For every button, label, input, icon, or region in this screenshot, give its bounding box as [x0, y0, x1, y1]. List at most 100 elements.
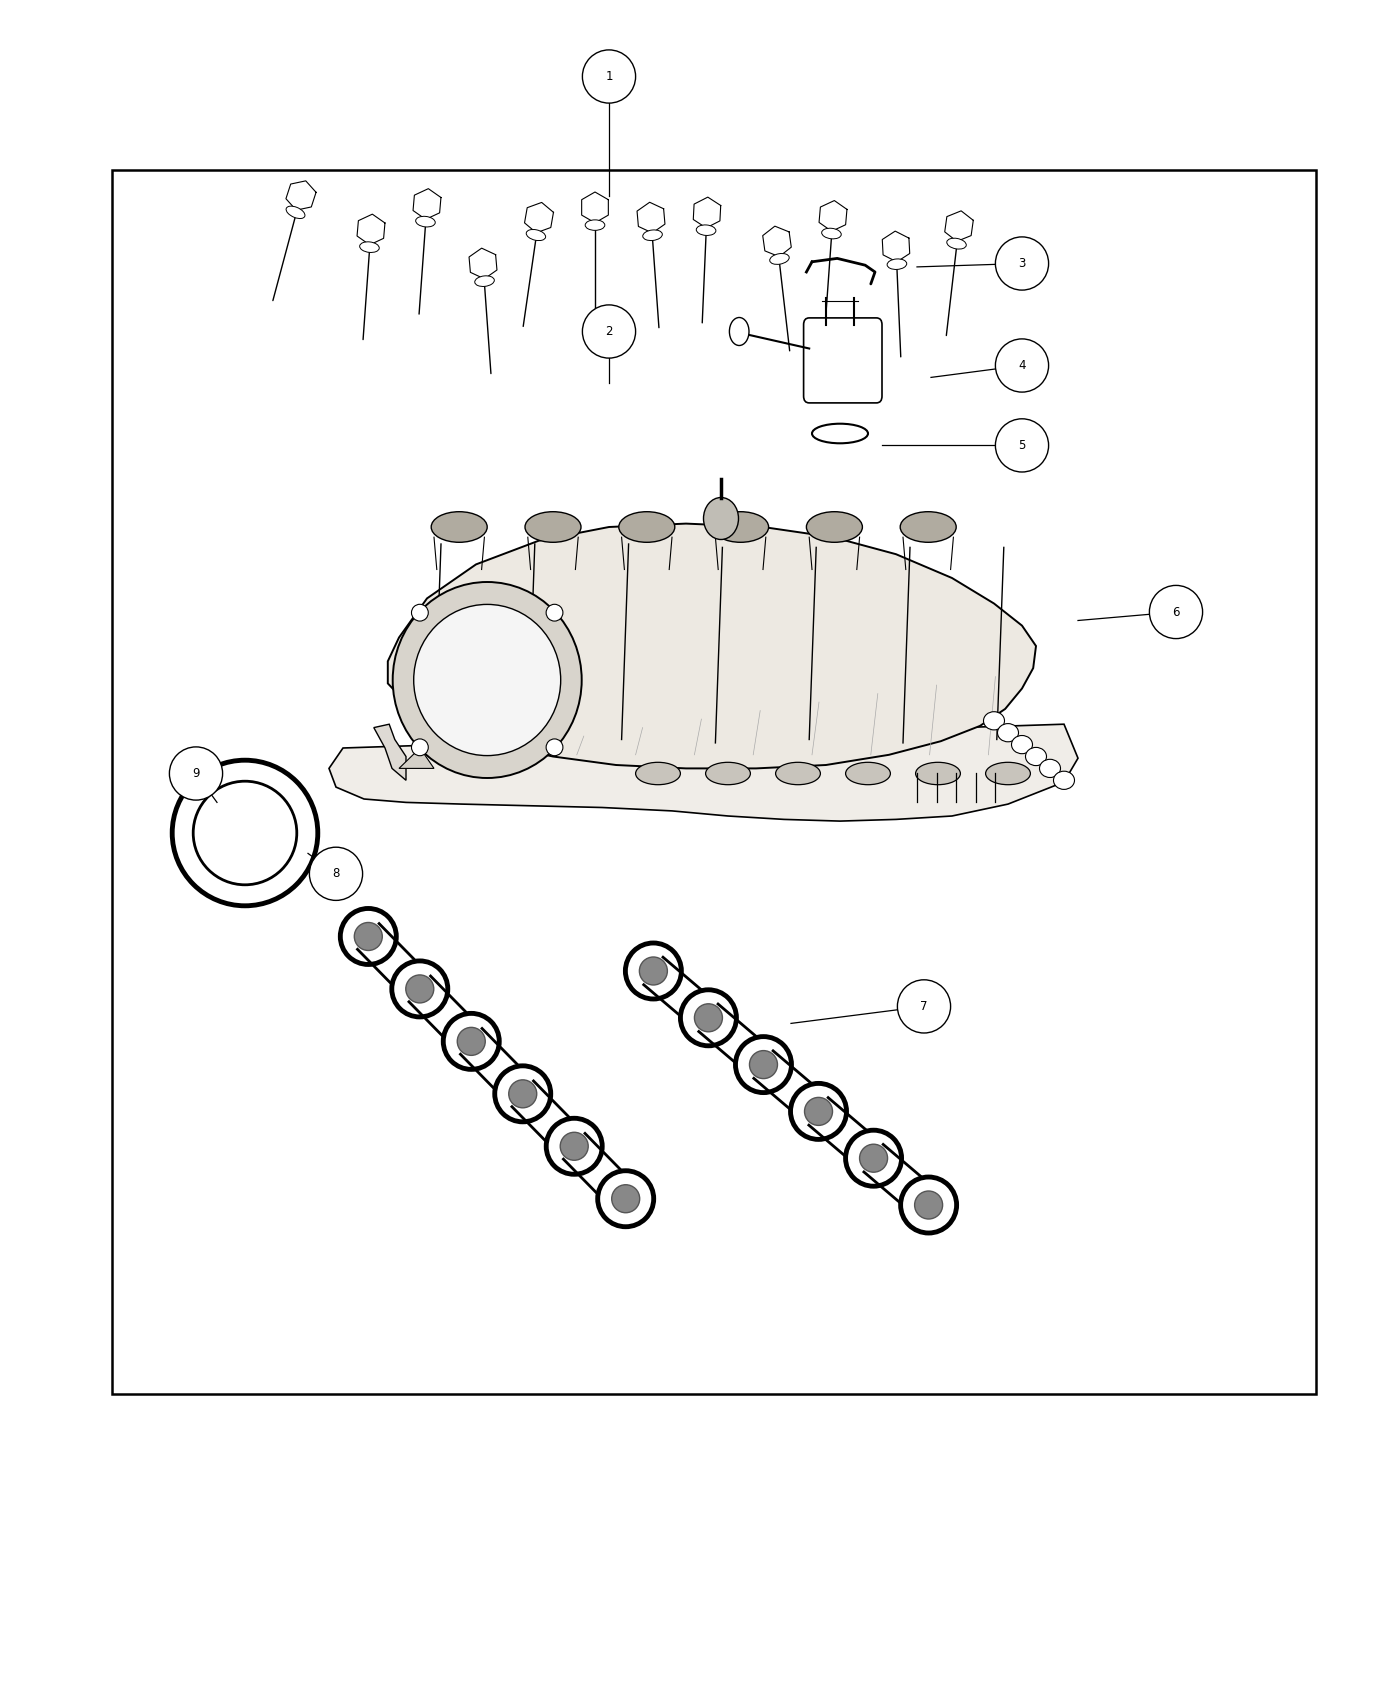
Text: 2: 2	[605, 325, 613, 338]
Polygon shape	[753, 1051, 829, 1125]
Ellipse shape	[546, 1119, 602, 1175]
Ellipse shape	[560, 1132, 588, 1161]
Ellipse shape	[1011, 736, 1033, 753]
Polygon shape	[563, 1134, 637, 1212]
Ellipse shape	[770, 253, 790, 265]
Ellipse shape	[812, 423, 868, 444]
Ellipse shape	[582, 49, 636, 104]
Ellipse shape	[995, 338, 1049, 393]
Ellipse shape	[169, 746, 223, 801]
Text: 6: 6	[1172, 605, 1180, 619]
Ellipse shape	[416, 216, 435, 228]
Ellipse shape	[619, 512, 675, 542]
Polygon shape	[469, 248, 497, 279]
Text: 8: 8	[332, 867, 340, 881]
Polygon shape	[945, 211, 973, 241]
Polygon shape	[763, 226, 791, 257]
Polygon shape	[461, 1028, 533, 1107]
Ellipse shape	[431, 512, 487, 542]
Ellipse shape	[791, 1083, 847, 1139]
Polygon shape	[409, 976, 482, 1054]
Ellipse shape	[585, 219, 605, 230]
Polygon shape	[399, 748, 434, 768]
Text: 9: 9	[192, 767, 200, 780]
Ellipse shape	[995, 236, 1049, 291]
Ellipse shape	[458, 1027, 486, 1056]
Ellipse shape	[636, 762, 680, 785]
Ellipse shape	[1025, 748, 1047, 765]
Ellipse shape	[598, 1171, 654, 1227]
Ellipse shape	[680, 989, 736, 1046]
Ellipse shape	[900, 1176, 956, 1232]
Ellipse shape	[997, 724, 1019, 741]
Ellipse shape	[735, 1037, 791, 1093]
Ellipse shape	[776, 762, 820, 785]
Ellipse shape	[846, 1130, 902, 1187]
Ellipse shape	[392, 960, 448, 1017]
Bar	[112, 170, 1316, 1394]
Text: 7: 7	[920, 1000, 928, 1013]
Ellipse shape	[916, 762, 960, 785]
Ellipse shape	[1149, 585, 1203, 639]
Polygon shape	[413, 189, 441, 219]
Polygon shape	[882, 231, 910, 262]
Polygon shape	[864, 1144, 938, 1219]
Polygon shape	[644, 957, 718, 1032]
Ellipse shape	[626, 944, 682, 1000]
Polygon shape	[357, 214, 385, 245]
Ellipse shape	[713, 512, 769, 542]
Ellipse shape	[749, 1051, 777, 1078]
Polygon shape	[525, 202, 553, 233]
Polygon shape	[809, 1098, 883, 1171]
Ellipse shape	[414, 605, 560, 755]
Ellipse shape	[703, 498, 739, 539]
Ellipse shape	[286, 206, 305, 219]
Polygon shape	[699, 1005, 773, 1078]
Ellipse shape	[412, 740, 428, 756]
Ellipse shape	[444, 1013, 500, 1069]
Ellipse shape	[983, 712, 1005, 729]
Ellipse shape	[806, 512, 862, 542]
Ellipse shape	[406, 974, 434, 1003]
Ellipse shape	[696, 224, 715, 236]
Polygon shape	[374, 724, 406, 780]
Ellipse shape	[546, 604, 563, 620]
Ellipse shape	[508, 1080, 536, 1108]
Ellipse shape	[860, 1144, 888, 1173]
Polygon shape	[637, 202, 665, 233]
Ellipse shape	[640, 957, 668, 984]
Ellipse shape	[729, 318, 749, 345]
Ellipse shape	[354, 923, 382, 950]
FancyBboxPatch shape	[804, 318, 882, 403]
Ellipse shape	[897, 979, 951, 1034]
Polygon shape	[357, 923, 431, 1001]
Polygon shape	[819, 201, 847, 231]
Ellipse shape	[412, 604, 428, 620]
Polygon shape	[693, 197, 721, 228]
Ellipse shape	[526, 230, 546, 241]
Ellipse shape	[846, 762, 890, 785]
Ellipse shape	[995, 418, 1049, 473]
Ellipse shape	[900, 512, 956, 542]
Ellipse shape	[888, 258, 907, 270]
Ellipse shape	[1039, 760, 1061, 777]
Ellipse shape	[986, 762, 1030, 785]
Ellipse shape	[582, 304, 636, 359]
Ellipse shape	[1053, 772, 1075, 789]
Ellipse shape	[525, 512, 581, 542]
Ellipse shape	[309, 847, 363, 901]
Polygon shape	[286, 180, 316, 211]
Ellipse shape	[612, 1185, 640, 1212]
Ellipse shape	[340, 908, 396, 964]
Text: 5: 5	[1018, 439, 1026, 452]
Text: 4: 4	[1018, 359, 1026, 372]
Ellipse shape	[360, 241, 379, 253]
Text: 3: 3	[1018, 257, 1026, 270]
Ellipse shape	[546, 740, 563, 756]
Text: 1: 1	[605, 70, 613, 83]
Ellipse shape	[494, 1066, 550, 1122]
Polygon shape	[512, 1081, 585, 1159]
Polygon shape	[581, 192, 609, 223]
Ellipse shape	[914, 1192, 942, 1219]
Ellipse shape	[822, 228, 841, 240]
